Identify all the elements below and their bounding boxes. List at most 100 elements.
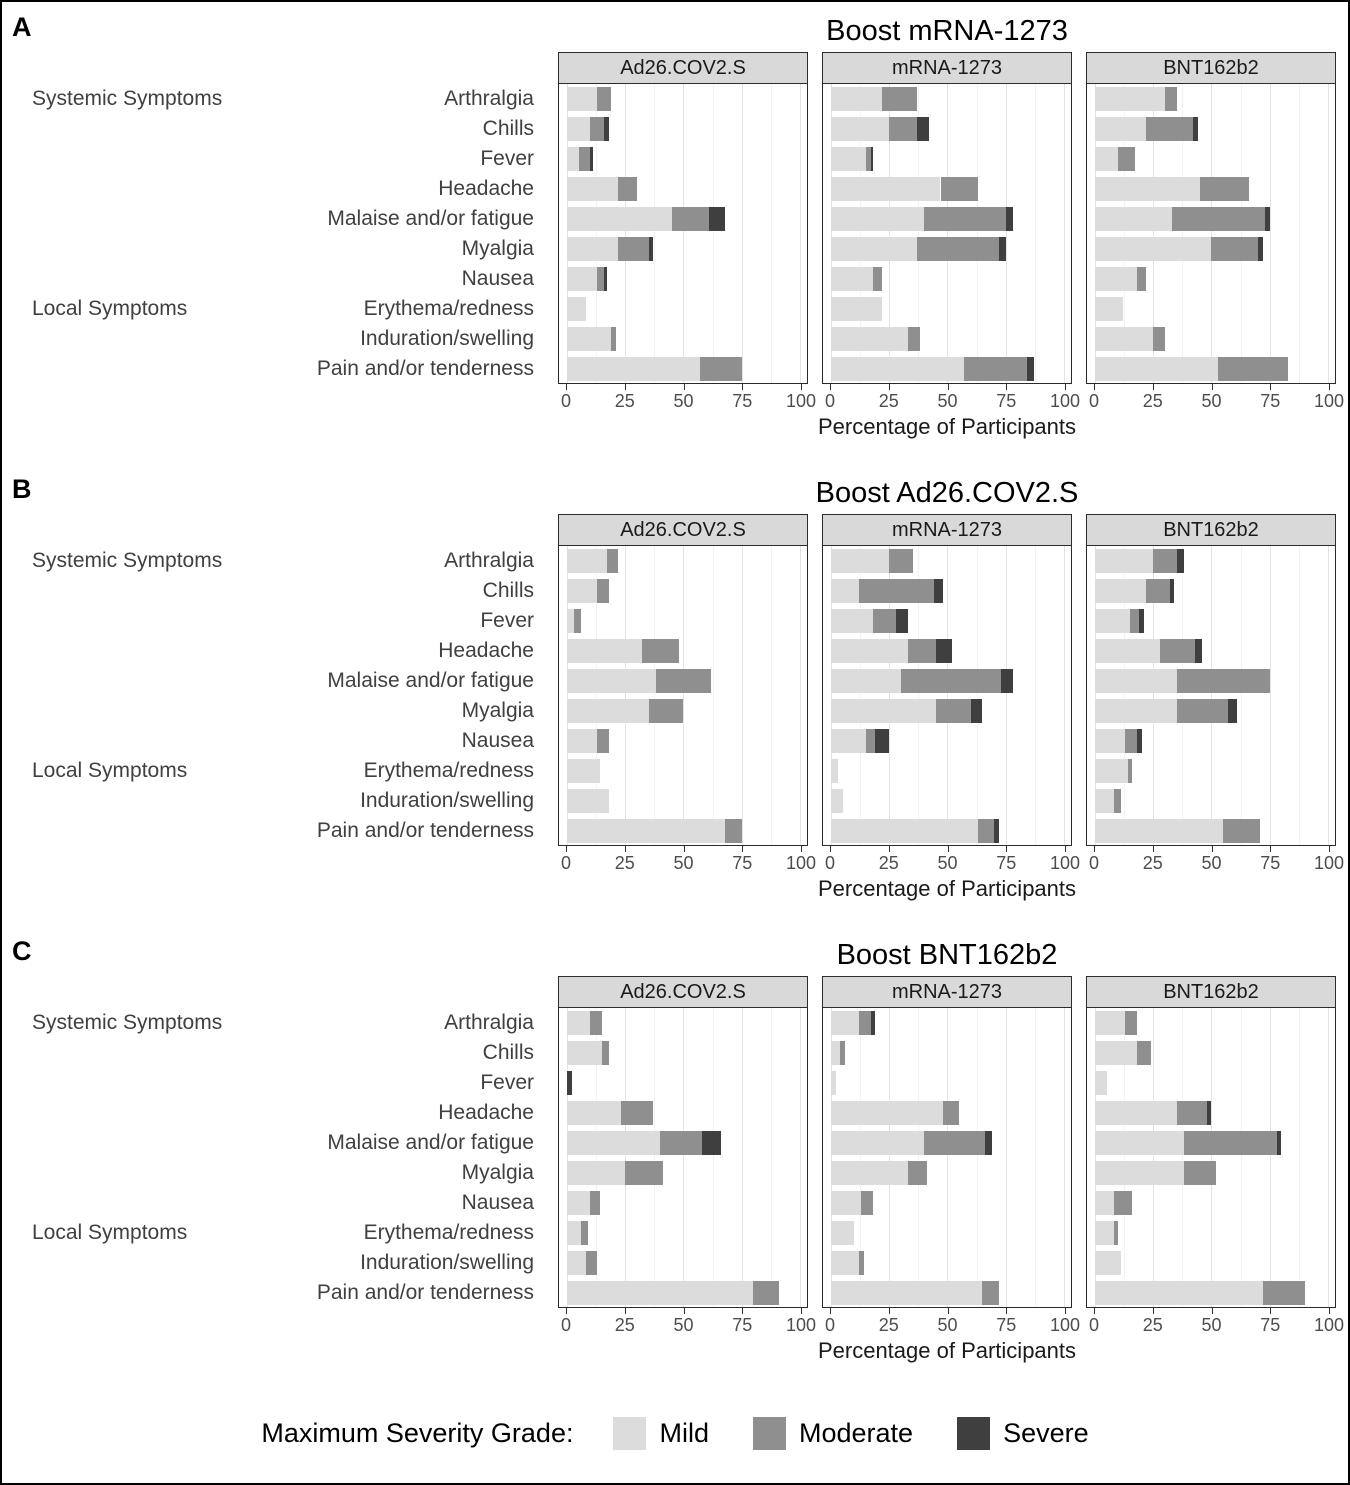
bar-segment-mild [830, 1221, 855, 1245]
gridline-minor [770, 84, 772, 383]
legend-swatch-moderate [752, 1416, 786, 1450]
bar-segment-mild [1094, 267, 1137, 291]
bar-segment-moderate [606, 549, 619, 573]
bar-segment-moderate [1164, 87, 1177, 111]
gridline-major [800, 546, 802, 845]
tick-mark [624, 846, 626, 852]
category-label: Malaise and/or fatigue [327, 1131, 534, 1154]
bar-segment-mild [566, 639, 642, 663]
tick-mark [624, 1308, 626, 1314]
bar-segment-moderate [578, 147, 591, 171]
bar-segment-mild [830, 609, 873, 633]
panel-title: Boost BNT162b2 [836, 939, 1058, 971]
bar-segment-moderate [942, 1101, 960, 1125]
tick-mark [1270, 384, 1272, 390]
tick-label: 0 [560, 853, 572, 873]
gridline-major [830, 84, 832, 383]
bar-segment-moderate [861, 1191, 873, 1215]
tick-mark [624, 384, 626, 390]
bar-segment-mild [830, 789, 843, 813]
bar-segment-moderate [1176, 1101, 1207, 1125]
bar-segment-severe [1026, 357, 1034, 381]
facet-Ad26.COV2.S: Ad26.COV2.S 0 25 50 75 100 [558, 514, 816, 874]
bar-segment-mild [1094, 357, 1219, 381]
tick-mark [1270, 1308, 1272, 1314]
bar-segment-severe [1169, 579, 1175, 603]
category-label: Erythema/redness [363, 297, 534, 320]
bar-segment-mild [1094, 177, 1200, 201]
facet-strip: Ad26.COV2.S [558, 52, 808, 84]
facet-strip: BNT162b2 [1086, 514, 1336, 546]
gridline-minor [1034, 84, 1036, 383]
category-label: Nausea [461, 267, 534, 290]
bar-segment-mild [1094, 1011, 1126, 1035]
gridline-major [1211, 84, 1213, 383]
tick-label: 25 [614, 853, 635, 873]
panel-C: C Boost BNT162b2 Systemic Symptoms Local Sy… [2, 930, 1348, 1392]
category-label: Arthralgia [444, 1011, 534, 1034]
facet-mRNA-1273: mRNA-1273 0 25 50 75 100 [822, 514, 1080, 874]
category-label: Chills [482, 117, 534, 140]
bar-segment-mild [1094, 669, 1177, 693]
bar-segment-moderate [1146, 579, 1170, 603]
facet-strip: mRNA-1273 [822, 52, 1072, 84]
category-label: Myalgia [461, 699, 534, 722]
bar-segment-moderate [889, 117, 918, 141]
panel-title: Boost mRNA-1273 [826, 15, 1068, 47]
gridline-minor [1182, 1008, 1184, 1307]
tick-mark [1152, 384, 1154, 390]
bar-segment-moderate [1136, 267, 1147, 291]
bar-segment-mild [830, 147, 866, 171]
bar-segment-mild [830, 297, 883, 321]
gridline-major [1005, 84, 1007, 383]
bar-segment-mild [830, 1071, 836, 1095]
tick-label: 100 [1049, 1315, 1081, 1335]
bar-segment-mild [566, 1101, 621, 1125]
bar-segment-moderate [1176, 699, 1228, 723]
bar-segment-severe [1001, 669, 1013, 693]
bar-segment-mild [566, 549, 607, 573]
bar-segment-moderate [889, 549, 913, 573]
bar-segment-mild [1094, 1041, 1137, 1065]
bar-segment-mild [1094, 87, 1165, 111]
bar-segment-moderate [641, 639, 679, 663]
panel-A: A Boost mRNA-1273 Systemic Symptoms Local S… [2, 6, 1348, 468]
panel-letter: C [12, 936, 32, 966]
legend-swatch-mild [613, 1416, 647, 1450]
x-axis: 0 25 50 75 100 [558, 1308, 816, 1336]
gridline-major [1153, 546, 1155, 845]
gridline-major [1005, 1008, 1007, 1307]
bar-segment-mild [830, 549, 890, 573]
bar-segment-severe [896, 609, 908, 633]
plot-panel [822, 546, 1072, 846]
bar-segment-severe [917, 117, 929, 141]
bar-segment-severe [1227, 699, 1238, 723]
bar-segment-moderate [618, 177, 637, 201]
gridline-major [566, 84, 568, 383]
gridline-major [1094, 84, 1096, 383]
bar-segment-severe [935, 639, 953, 663]
category-label: Chills [482, 579, 534, 602]
tick-mark [1006, 384, 1008, 390]
bar-segment-mild [830, 729, 866, 753]
bar-segment-mild [830, 1041, 841, 1065]
bar-segment-severe [1192, 117, 1198, 141]
facet-BNT162b2: BNT162b2 0 25 50 75 100 [1086, 976, 1344, 1336]
tick-mark [1065, 384, 1066, 390]
gridline-minor [1124, 546, 1126, 845]
bar-segment-moderate [753, 1281, 780, 1305]
gridline-major [800, 1008, 802, 1307]
bar-segment-mild [566, 297, 586, 321]
bar-segment-moderate [907, 1161, 927, 1185]
bar-segment-mild [1094, 1161, 1184, 1185]
tick-mark [1152, 846, 1154, 852]
category-labels: Arthralgia Chills Fever Headache Malaise and… [260, 976, 544, 1336]
bar-segment-mild [1094, 237, 1212, 261]
x-axis-title: Percentage of Participants [817, 876, 1077, 901]
bar-segment-mild [566, 759, 600, 783]
bar-segment-severe [1136, 729, 1142, 753]
bar-segment-mild [1094, 1101, 1177, 1125]
group-label: Systemic Symptoms [32, 87, 223, 110]
bar-segment-moderate [1125, 1011, 1137, 1035]
category-label: Pain and/or tenderness [316, 1281, 534, 1304]
